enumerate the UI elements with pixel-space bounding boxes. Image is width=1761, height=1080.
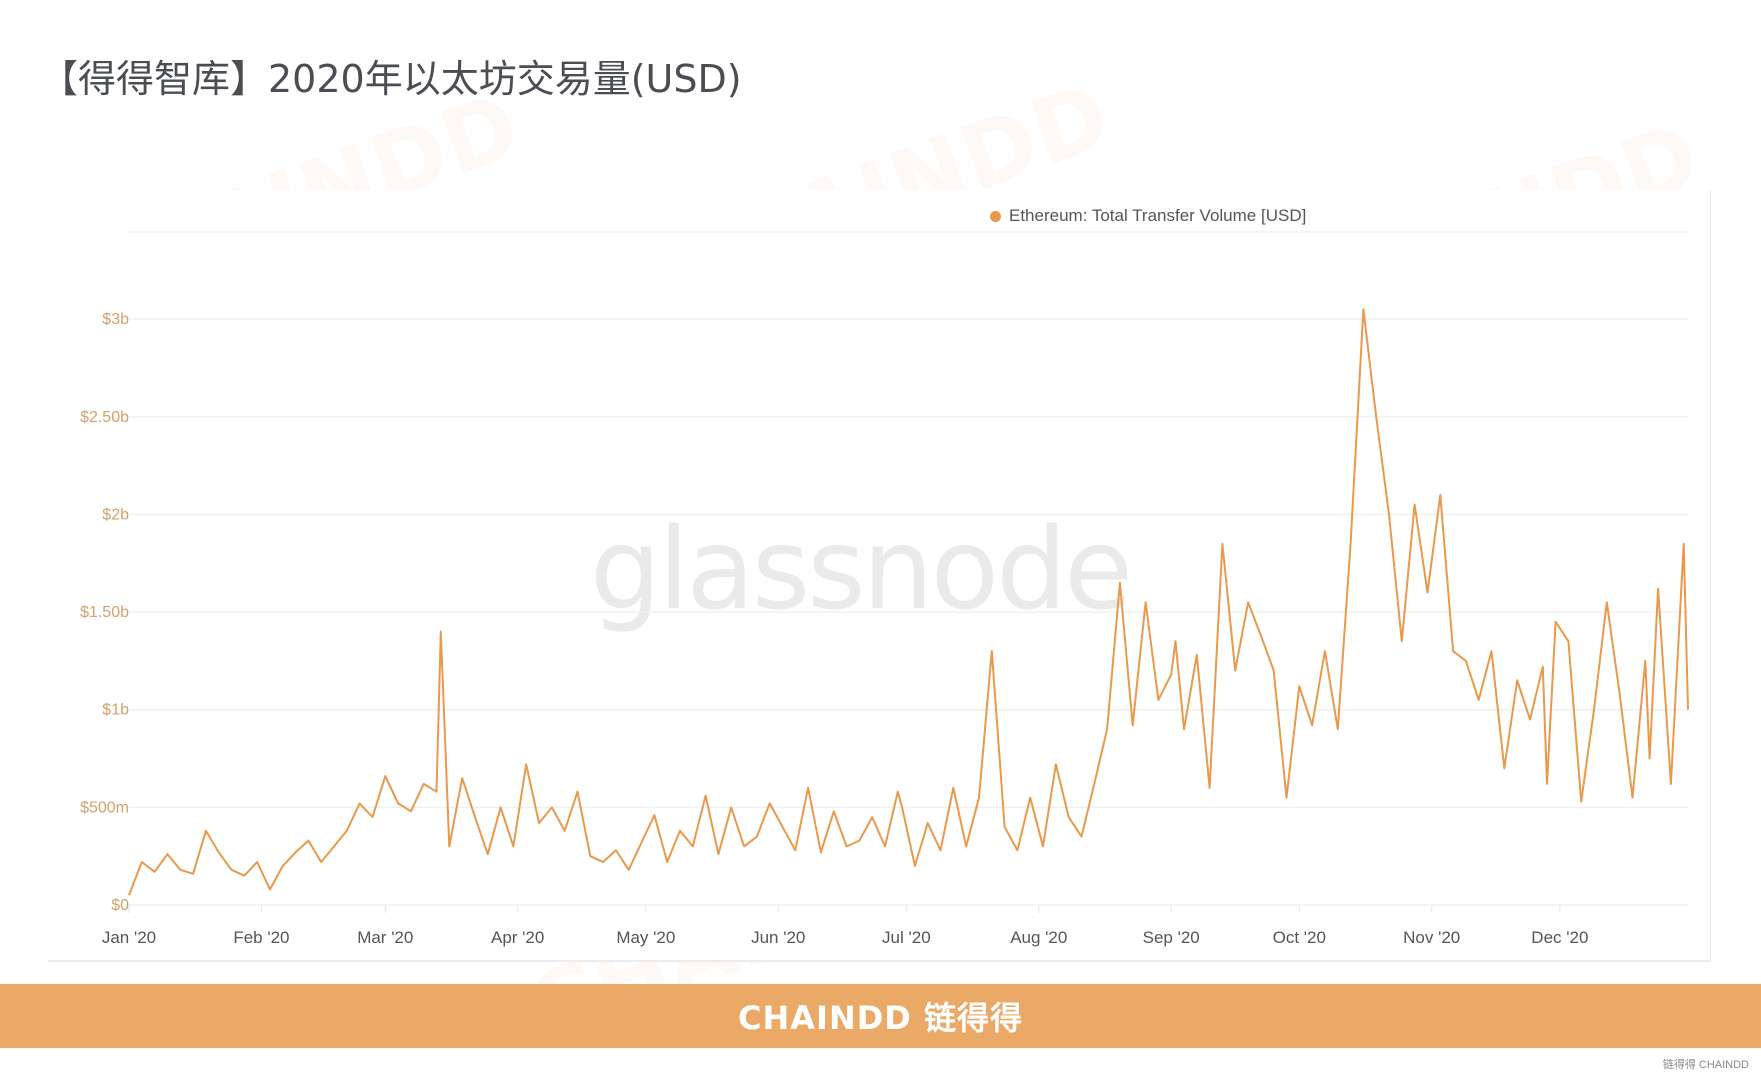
chart-legend[interactable]: Ethereum: Total Transfer Volume [USD] bbox=[990, 206, 1306, 226]
y-tick-label: $500m bbox=[80, 799, 129, 816]
x-tick-label: May '20 bbox=[616, 928, 675, 947]
x-tick-label: Oct '20 bbox=[1273, 928, 1326, 947]
x-tick-label: Apr '20 bbox=[491, 928, 544, 947]
legend-dot-icon bbox=[990, 210, 1001, 222]
y-tick-label: $0 bbox=[111, 897, 129, 914]
x-tick-label: Jan '20 bbox=[102, 928, 156, 947]
corner-logo: 链得得 CHAINDD bbox=[1662, 1059, 1749, 1071]
legend-label: Ethereum: Total Transfer Volume [USD] bbox=[1009, 206, 1307, 225]
x-axis-ticks: Jan '20 Feb '20 Mar '20 Apr '20 May '20 Jun '… bbox=[102, 928, 1589, 947]
footer-banner: CHAINDD 链得得 bbox=[0, 984, 1761, 1048]
x-tick-label: Feb '20 bbox=[233, 928, 289, 947]
y-tick-label: $2.50b bbox=[80, 409, 129, 426]
footer-brand: CHAINDD 链得得 bbox=[738, 999, 1023, 1037]
x-tick-label: Jul '20 bbox=[882, 928, 931, 947]
x-tick-label: Aug '20 bbox=[1010, 928, 1067, 947]
line-chart: $0 $500m $1b $1.50b $2b $2.50b $3b Jan '20 Feb … bbox=[80, 231, 1689, 947]
x-tick-label: Nov '20 bbox=[1403, 928, 1460, 947]
y-axis-ticks: $0 $500m $1b $1.50b $2b $2.50b $3b bbox=[80, 311, 129, 914]
x-tick-label: Dec '20 bbox=[1531, 928, 1588, 947]
gridlines bbox=[128, 231, 1688, 913]
data-line bbox=[128, 308, 1689, 896]
x-tick-label: Jun '20 bbox=[751, 928, 805, 947]
y-tick-label: $1b bbox=[102, 702, 129, 719]
x-tick-label: Mar '20 bbox=[357, 928, 413, 947]
y-tick-label: $3b bbox=[102, 311, 129, 328]
y-tick-label: $1.50b bbox=[80, 604, 129, 621]
page-title: 【得得智库】2020年以太坊交易量(USD) bbox=[40, 57, 742, 101]
x-tick-label: Sep '20 bbox=[1143, 928, 1200, 947]
y-tick-label: $2b bbox=[102, 506, 129, 523]
